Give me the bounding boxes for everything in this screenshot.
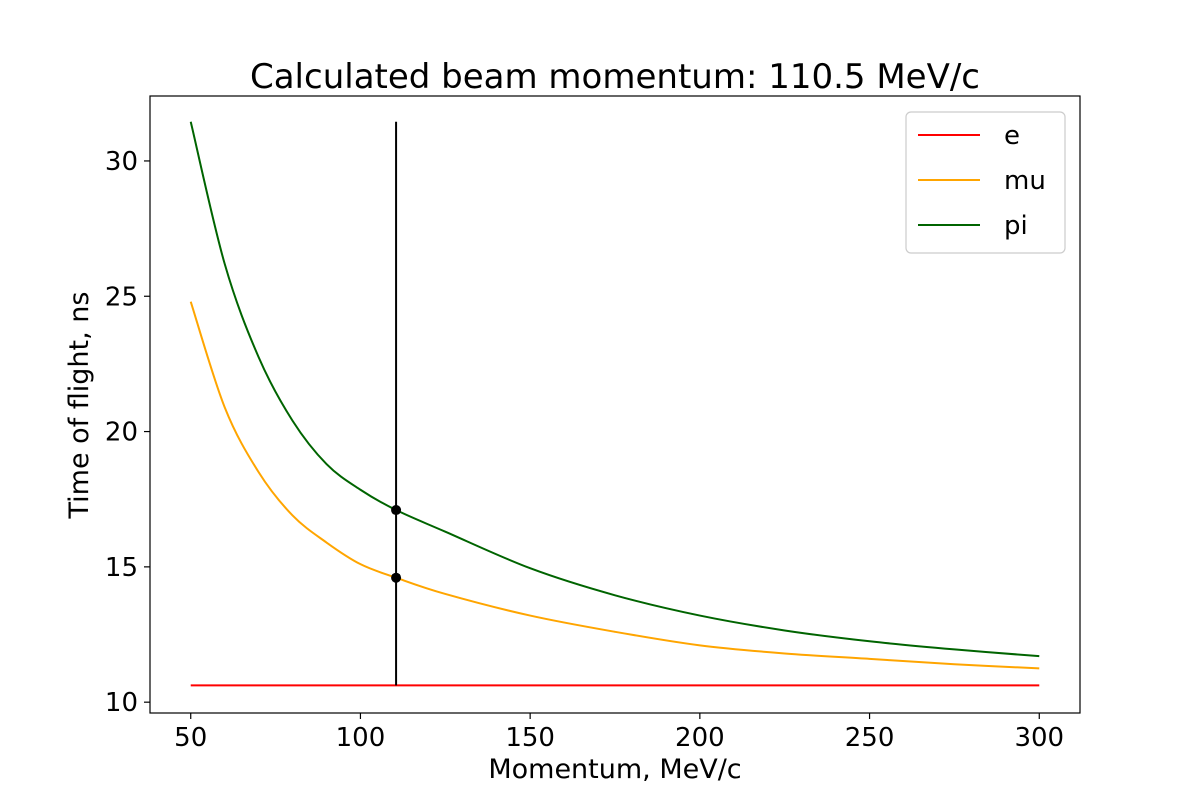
x-tick-label: 300 xyxy=(1014,723,1064,753)
x-tick-label: 100 xyxy=(336,723,386,753)
legend: e mu pi xyxy=(905,111,1066,254)
x-tick-label: 50 xyxy=(174,723,207,753)
x-tick-label: 250 xyxy=(845,723,895,753)
legend-label-mu: mu xyxy=(1004,166,1046,196)
intersection-point-mu xyxy=(391,572,402,583)
x-tick-label: 200 xyxy=(675,723,725,753)
series-line-mu xyxy=(189,301,1040,670)
y-tick-label: 30 xyxy=(105,147,138,177)
series-line-pi xyxy=(189,121,1040,658)
x-axis-label: Momentum, MeV/c xyxy=(488,754,741,785)
chart-title: Calculated beam momentum: 110.5 MeV/c xyxy=(250,57,980,97)
plot-area: 50 100 150 200 250 300 10 15 20 25 30 xyxy=(105,121,1064,753)
legend-label-pi: pi xyxy=(1004,211,1028,241)
legend-label-e: e xyxy=(1004,121,1020,151)
y-axis-label: Time of flight, ns xyxy=(64,292,95,520)
intersection-point-pi xyxy=(391,505,402,516)
x-tick-label: 150 xyxy=(505,723,555,753)
y-tick-label: 25 xyxy=(105,282,138,312)
axes-frame xyxy=(149,95,1081,714)
y-tick-label: 20 xyxy=(105,418,138,448)
y-tick-label: 10 xyxy=(105,688,138,718)
y-tick-label: 15 xyxy=(105,553,138,583)
legend-box xyxy=(905,111,1066,254)
